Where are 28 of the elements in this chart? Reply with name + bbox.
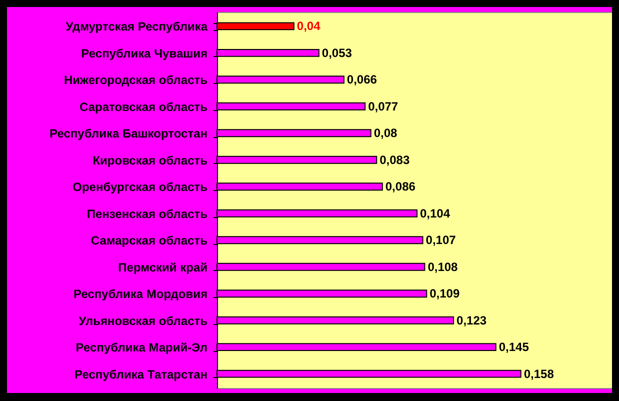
y-tick-label: Республика Марий-Эл [76,340,208,355]
y-tick-label: Самарская область [90,234,208,248]
data-label: 0,083 [380,152,410,167]
y-tick-label: Нижегородская область [64,73,208,88]
data-label: 0,066 [346,72,378,87]
y-tick-label: Республика Чувашия [81,46,208,60]
data-label: 0,158 [524,366,554,381]
data-label: 0,123 [456,313,487,328]
data-label: 0,053 [322,46,352,60]
y-tick-label: Оренбургская область [72,180,208,194]
y-tick-label: Саратовская область [80,100,208,114]
data-label: 0,108 [428,260,458,274]
y-tick-label: Пермский край [118,260,208,274]
data-label: 0,109 [430,286,460,301]
y-tick-label: Удмуртская Республика [66,20,208,34]
y-tick-label: Пензенская область [86,206,208,221]
data-label: 0,104 [420,206,450,220]
y-tick-label: Ульяновская область [78,314,208,328]
y-tick-label: Республика Башкортостан [50,126,208,141]
data-label: 0,107 [426,233,456,248]
data-label: 0,086 [385,180,416,194]
data-label: 0,04 [296,19,321,34]
y-tick-label: Республика Татарстан [74,367,208,382]
data-label: 0,145 [498,340,530,354]
data-label: 0,077 [368,99,398,114]
y-tick-label: Кировская область [92,153,208,168]
y-tick-label: Республика Мордовия [73,287,208,302]
data-label: 0,08 [374,126,398,140]
